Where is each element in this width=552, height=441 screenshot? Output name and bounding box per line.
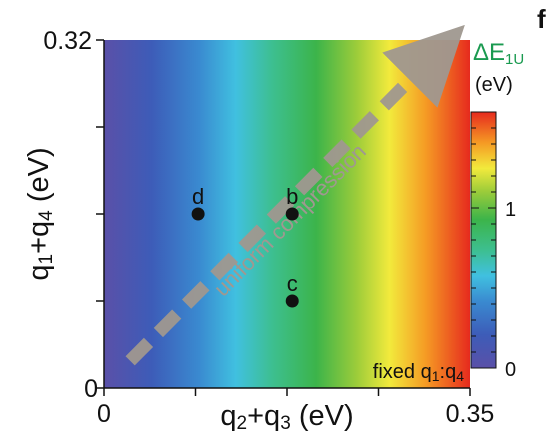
colorbar-title: ΔE1U xyxy=(473,39,524,68)
data-point-label-b: b xyxy=(286,184,298,209)
y-ticks xyxy=(96,39,104,389)
colorbar-minor-ticks xyxy=(471,111,496,369)
y-tick-label-min: 0 xyxy=(84,375,98,403)
panel-letter: f xyxy=(537,4,546,34)
colorbar-tick-label-1: 1 xyxy=(505,199,516,221)
x-axis-label: q2+q3 (eV) xyxy=(220,400,353,434)
corner-note: fixed q1:q4 xyxy=(373,361,464,384)
x-tick-label-min: 0 xyxy=(97,400,111,428)
uniform-compression-arrow xyxy=(125,24,465,366)
data-point-b xyxy=(285,207,299,221)
data-point-label-d: d xyxy=(192,184,204,209)
colorbar-tick-label-0: 0 xyxy=(505,359,516,381)
data-points: d b c xyxy=(191,184,299,308)
colorbar-units: (eV) xyxy=(475,74,513,96)
y-axis-label: q1+q4 (eV) xyxy=(23,147,57,280)
x-ticks xyxy=(103,388,471,396)
x-tick-label-max: 0.35 xyxy=(446,400,495,428)
data-point-c xyxy=(285,294,299,308)
data-point-d xyxy=(191,207,205,221)
y-tick-label-max: 0.32 xyxy=(43,27,92,55)
data-point-label-c: c xyxy=(287,271,298,296)
